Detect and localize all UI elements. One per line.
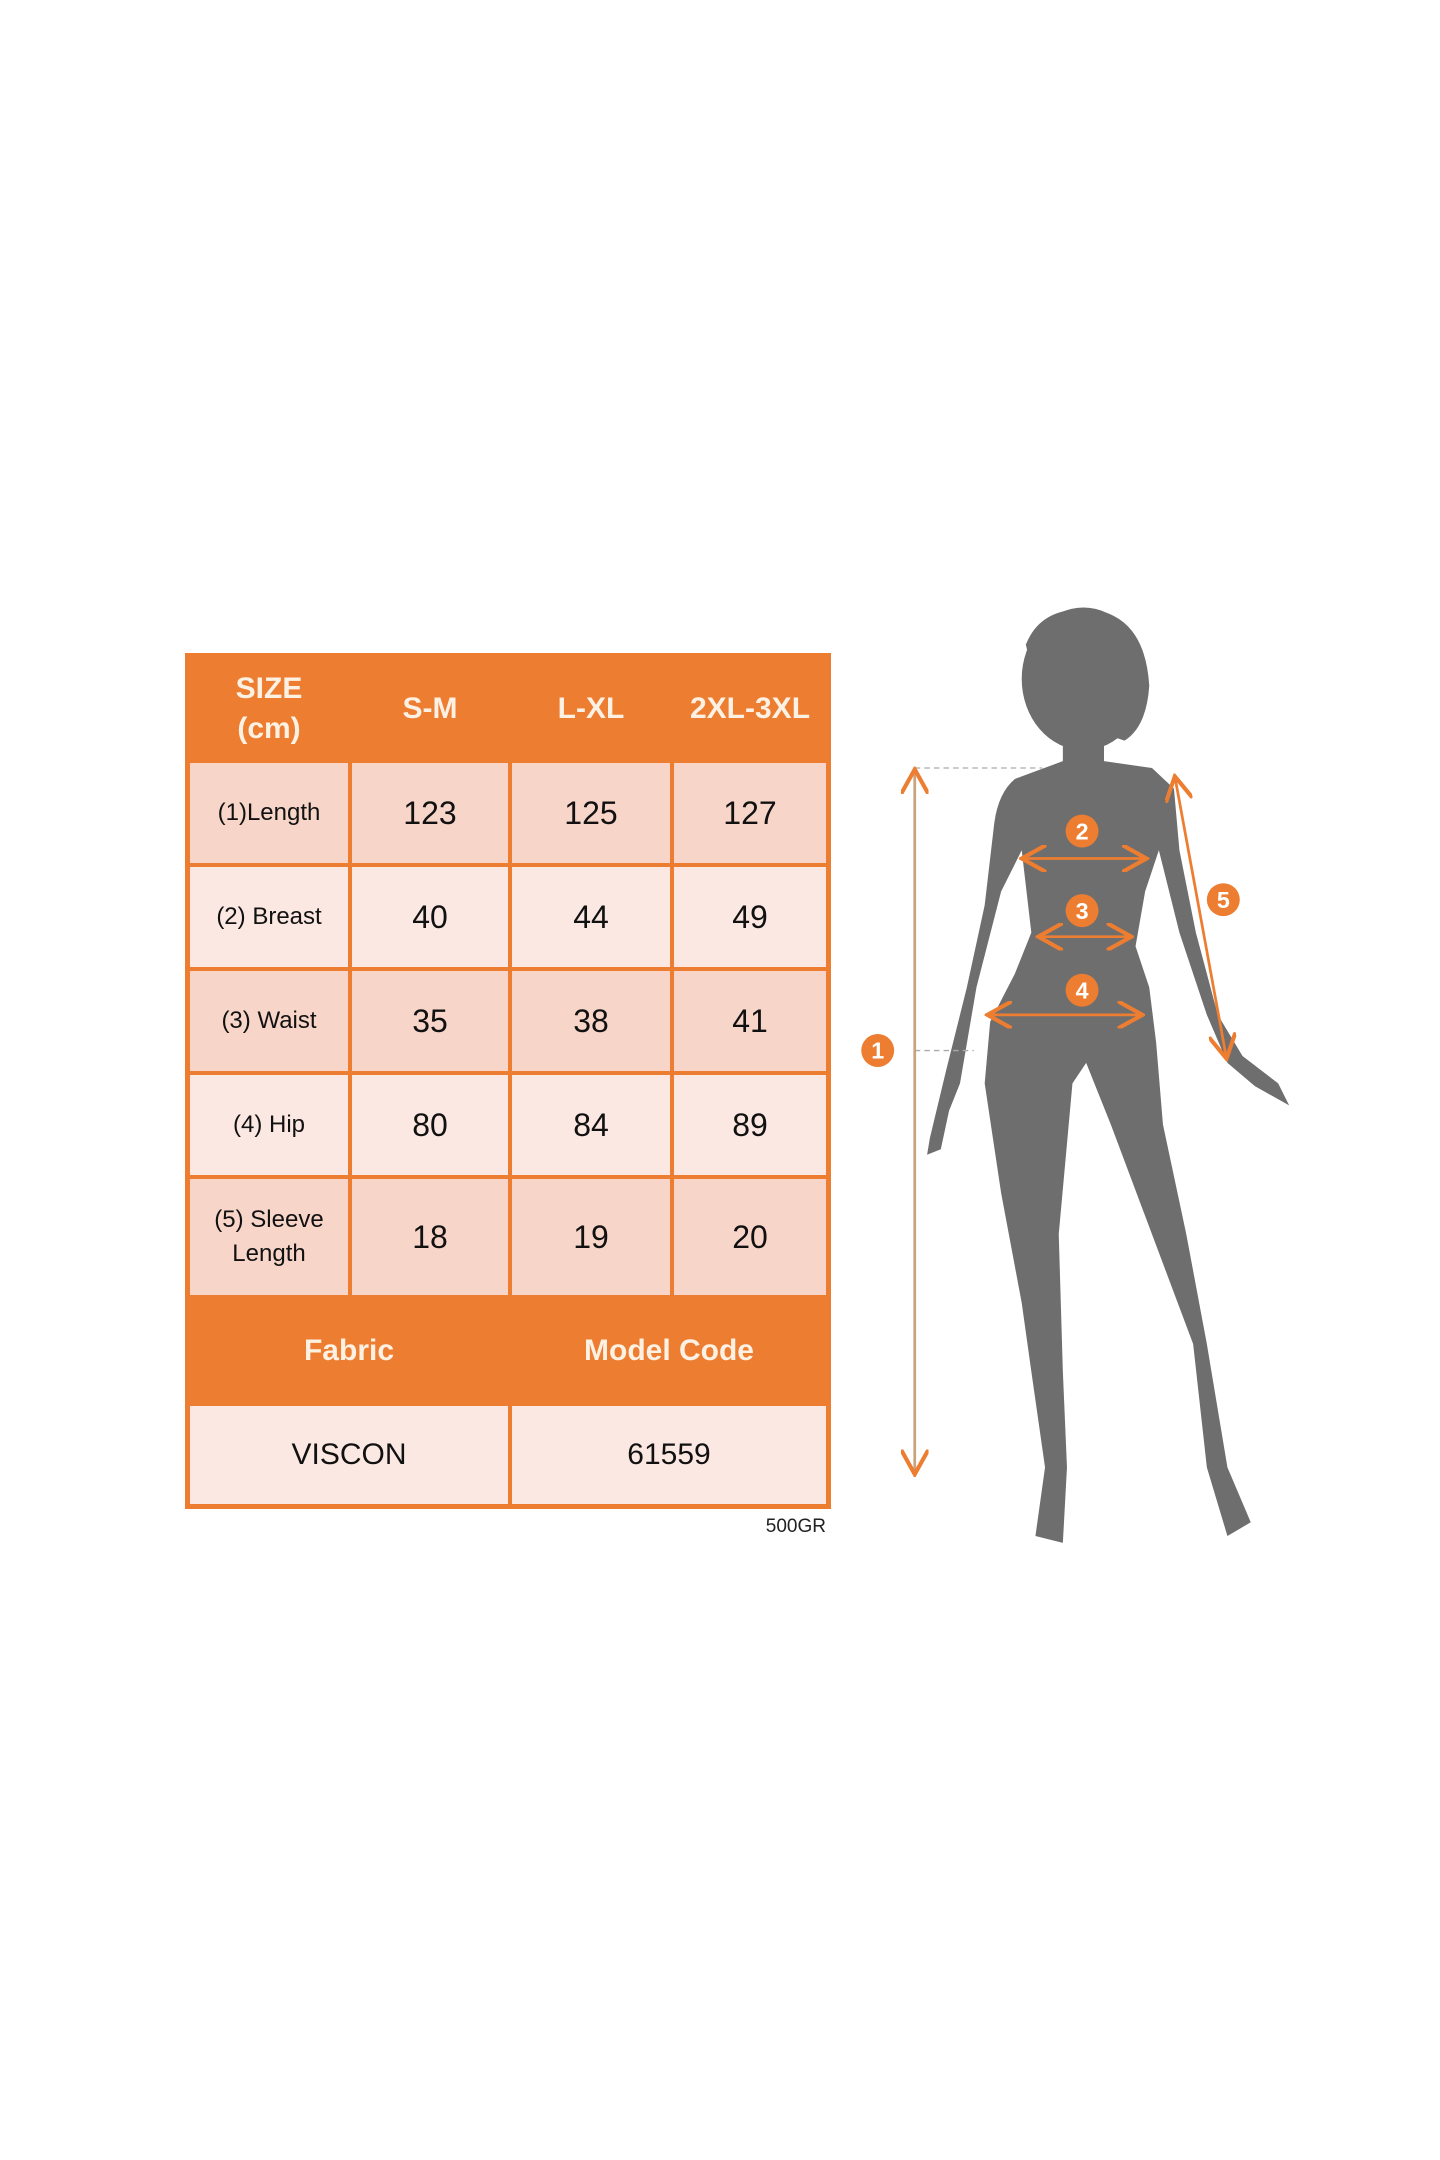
- marker-3: 3: [1065, 894, 1099, 928]
- header-size: SIZE (cm): [188, 656, 350, 761]
- size-value-cell: 49: [672, 865, 828, 969]
- size-value-cell: 80: [350, 1073, 510, 1177]
- fabric-value-row: VISCON 61559: [188, 1404, 828, 1506]
- svg-text:4: 4: [1076, 977, 1089, 1003]
- header-size-text: SIZE: [235, 671, 303, 705]
- svg-text:3: 3: [1076, 898, 1089, 924]
- table-row: (2) Breast 40 44 49: [188, 865, 828, 969]
- marker-4: 4: [1065, 973, 1099, 1007]
- size-value-cell: 20: [672, 1177, 828, 1297]
- size-value-cell: 84: [510, 1073, 672, 1177]
- row-label: (4) Hip: [188, 1073, 350, 1177]
- row-label: (2) Breast: [188, 865, 350, 969]
- marker-5: 5: [1206, 883, 1240, 917]
- size-value-cell: 18: [350, 1177, 510, 1297]
- weight-note: 500GR: [765, 1516, 826, 1537]
- table-row: (3) Waist 35 38 41: [188, 969, 828, 1073]
- header-unit-text: (cm): [237, 711, 301, 745]
- size-value-cell: 40: [350, 865, 510, 969]
- size-value-cell: 123: [350, 761, 510, 865]
- measurement-lines: [915, 768, 1226, 1472]
- size-value-cell: 127: [672, 761, 828, 865]
- size-value-cell: 44: [510, 865, 672, 969]
- marker-2: 2: [1065, 814, 1099, 848]
- marker-1: 1: [861, 1034, 895, 1067]
- measurement-markers: 1 2 3 4 5: [861, 814, 1240, 1067]
- fabric-value: VISCON: [188, 1404, 510, 1506]
- size-value-cell: 35: [350, 969, 510, 1073]
- header-2xl-3xl: 2XL-3XL: [672, 656, 828, 761]
- header-s-m: S-M: [350, 656, 510, 761]
- woman-silhouette: [927, 607, 1290, 1543]
- svg-text:5: 5: [1217, 887, 1230, 913]
- model-code-label: Model Code: [510, 1297, 828, 1404]
- model-code-value: 61559: [510, 1404, 828, 1506]
- table-row: (5) Sleeve Length 18 19 20: [188, 1177, 828, 1297]
- size-value-cell: 89: [672, 1073, 828, 1177]
- svg-text:1: 1: [871, 1038, 884, 1064]
- fabric-label: Fabric: [188, 1297, 510, 1404]
- row-label: (3) Waist: [188, 969, 350, 1073]
- svg-text:2: 2: [1076, 818, 1089, 844]
- size-chart-table: SIZE (cm) S-M L-XL 2XL-3XL (1)Length 123 1…: [185, 653, 831, 1509]
- size-value-cell: 38: [510, 969, 672, 1073]
- fabric-header-row: Fabric Model Code: [188, 1297, 828, 1404]
- row-label: (1)Length: [188, 761, 350, 865]
- table-header-row: SIZE (cm) S-M L-XL 2XL-3XL: [188, 656, 828, 761]
- size-value-cell: 41: [672, 969, 828, 1073]
- table-row: (4) Hip 80 84 89: [188, 1073, 828, 1177]
- header-l-xl: L-XL: [510, 656, 672, 761]
- row-label: (5) Sleeve Length: [188, 1177, 350, 1297]
- size-value-cell: 19: [510, 1177, 672, 1297]
- size-value-cell: 125: [510, 761, 672, 865]
- table-row: (1)Length 123 125 127: [188, 761, 828, 865]
- sleeve-arrow: [1175, 779, 1226, 1056]
